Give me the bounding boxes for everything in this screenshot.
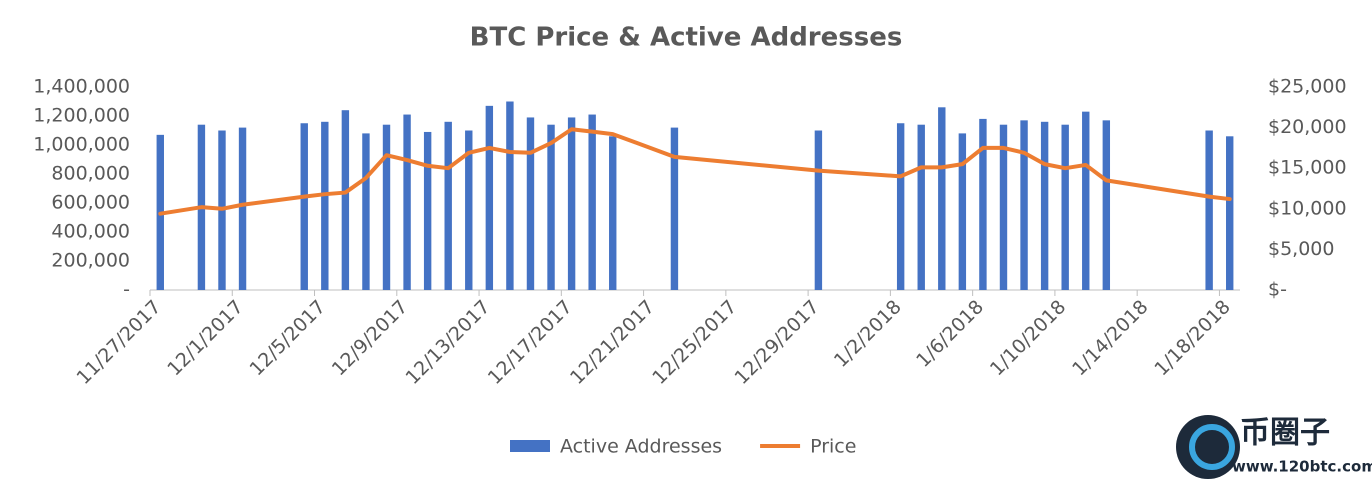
x-tick-label: 1/6/2018 — [912, 296, 988, 372]
bar — [979, 118, 987, 291]
bar — [609, 136, 617, 290]
x-tick-label: 12/1/2017 — [163, 296, 247, 380]
x-tick-label: 12/9/2017 — [328, 296, 412, 380]
bar — [1061, 124, 1069, 290]
bar — [465, 130, 473, 290]
y2-tick-label: $15,000 — [1268, 157, 1347, 179]
bar — [999, 124, 1008, 290]
bar — [1205, 130, 1213, 290]
y-tick-label: 1,200,000 — [33, 105, 130, 127]
bar — [938, 107, 946, 290]
bar — [341, 110, 350, 290]
x-tick-label: 1/2/2018 — [830, 296, 906, 372]
bar — [917, 124, 925, 290]
x-tick-label: 12/17/2017 — [484, 296, 577, 389]
x-tick-label: 1/14/2018 — [1068, 296, 1152, 380]
x-tick-label: 12/25/2017 — [648, 296, 741, 389]
bar — [958, 133, 967, 290]
bar — [547, 124, 555, 290]
y2-tick-label: $10,000 — [1268, 197, 1347, 219]
x-tick-label: 12/5/2017 — [246, 296, 330, 380]
y-tick-label: 400,000 — [51, 221, 130, 243]
bar — [444, 121, 452, 290]
y-tick-label: 1,400,000 — [33, 76, 130, 98]
x-tick-label: 11/27/2017 — [72, 296, 165, 389]
bar — [1082, 111, 1090, 291]
bar — [588, 114, 596, 290]
bar — [485, 105, 494, 290]
y2-tick-label: $5,000 — [1268, 238, 1334, 260]
y-tick-label: - — [123, 279, 130, 301]
bar — [403, 114, 411, 290]
bar — [670, 127, 679, 290]
watermark: 币圈子 www.120btc.com — [1176, 415, 1372, 479]
bar — [1102, 120, 1111, 290]
x-tick-label: 1/18/2018 — [1150, 296, 1234, 380]
bar — [814, 130, 823, 290]
watermark-url: www.120btc.com — [1232, 458, 1372, 476]
legend-swatch — [510, 440, 550, 452]
watermark-brand: 币圈子 — [1240, 416, 1330, 451]
bar — [1040, 121, 1049, 290]
y-tick-label: 600,000 — [51, 192, 130, 214]
bar — [506, 101, 514, 290]
bar — [382, 124, 391, 290]
y2-tick-label: $25,000 — [1268, 76, 1347, 98]
y2-tick-label: $- — [1268, 279, 1287, 301]
y-tick-label: 800,000 — [51, 163, 130, 185]
chart-title: BTC Price & Active Addresses — [470, 23, 903, 53]
bar — [526, 117, 535, 290]
bar — [423, 131, 432, 290]
legend-label: Price — [810, 436, 856, 458]
bar — [1226, 136, 1234, 290]
legend-label: Active Addresses — [560, 436, 722, 458]
y-tick-label: 200,000 — [51, 250, 130, 272]
x-tick-label: 12/21/2017 — [566, 296, 659, 389]
y2-tick-label: $20,000 — [1268, 116, 1347, 138]
bar — [896, 123, 905, 290]
x-tick-label: 1/10/2018 — [986, 296, 1070, 380]
logo-ring — [1189, 424, 1235, 470]
bar — [362, 133, 370, 290]
bar — [300, 123, 308, 290]
bar — [1020, 120, 1028, 290]
x-tick-label: 12/13/2017 — [401, 296, 494, 389]
bar — [238, 127, 247, 290]
x-tick-label: 12/29/2017 — [731, 296, 824, 389]
y-tick-label: 1,000,000 — [33, 134, 130, 156]
price-line — [158, 127, 1232, 216]
bar — [321, 121, 329, 290]
bar — [567, 117, 576, 290]
